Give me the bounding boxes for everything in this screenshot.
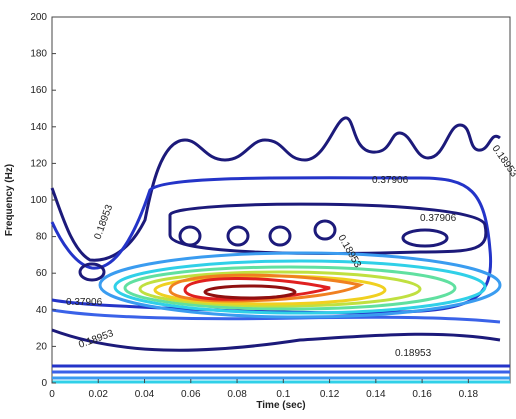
contour-line: [51, 328, 501, 352]
contour-label: 0.37906: [372, 175, 409, 186]
contour-label: 0.37906: [420, 213, 457, 224]
contour-line: [203, 284, 297, 300]
y-tick-label: 0: [41, 378, 47, 389]
contour-line: [50, 116, 501, 262]
contour-label: 0.18953: [395, 348, 432, 359]
contour-line: [78, 262, 106, 282]
y-tick-label: 140: [30, 122, 47, 133]
y-tick-label: 20: [36, 341, 48, 352]
contour-line: [168, 273, 365, 303]
contour-line: [98, 251, 502, 319]
contour-line: [226, 225, 250, 247]
contour-line: [138, 270, 422, 308]
x-tick-label: 0.1: [276, 389, 290, 400]
y-tick-label: 120: [30, 158, 47, 169]
x-tick-label: 0.14: [366, 389, 386, 400]
contour-line: [313, 219, 337, 241]
contours: [50, 116, 510, 384]
y-tick-label: 80: [36, 232, 48, 243]
x-tick-label: 0.04: [135, 389, 155, 400]
y-tick-label: 200: [30, 12, 47, 23]
x-tick-label: 0.06: [181, 389, 201, 400]
y-tick-label: 40: [36, 305, 48, 316]
x-tick-label: 0.08: [227, 389, 247, 400]
contour-line: [268, 225, 292, 247]
y-tick-label: 180: [30, 49, 47, 60]
x-tick-label: 0.16: [412, 389, 432, 400]
contour-label: 0.37906: [66, 297, 103, 308]
contour-line: [183, 277, 331, 301]
x-tick-label: 0.18: [459, 389, 479, 400]
y-tick-label: 60: [36, 268, 48, 279]
y-axis-label: Frequency (Hz): [4, 164, 15, 236]
contour-line: [168, 202, 488, 255]
contour-line: [113, 259, 487, 315]
y-tick-label: 100: [30, 195, 47, 206]
contour-line: [401, 228, 449, 248]
x-tick-label: 0: [49, 389, 55, 400]
plot-area: [51, 16, 511, 384]
x-axis-label: Time (sec): [256, 400, 305, 411]
x-tick-label: 0.12: [320, 389, 340, 400]
contour-line: [123, 265, 457, 311]
contour-line: [178, 225, 202, 247]
x-tick-label: 0.02: [89, 389, 109, 400]
y-tick-label: 160: [30, 85, 47, 96]
